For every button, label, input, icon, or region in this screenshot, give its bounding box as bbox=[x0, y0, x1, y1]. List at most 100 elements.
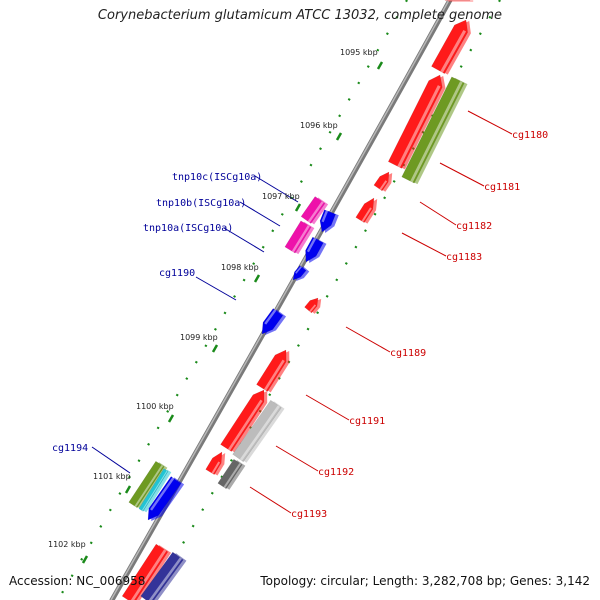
cds-tnp10c-blue-highlight bbox=[321, 210, 329, 223]
gene-label-cg1191[interactable]: cg1191 bbox=[349, 416, 385, 427]
cds-top-edge-body bbox=[444, 0, 471, 1]
major-tick bbox=[81, 555, 89, 564]
cds-cg1189-body bbox=[304, 297, 319, 314]
cds-cg1194-blue-highlight bbox=[150, 477, 175, 511]
cds-tnp10c-highlight bbox=[307, 201, 324, 223]
feature-layer bbox=[121, 0, 474, 600]
cds-top-edge[interactable] bbox=[444, 0, 474, 2]
gene-label-cg1182[interactable]: cg1182 bbox=[456, 221, 492, 232]
leader-cg1192 bbox=[275, 445, 319, 472]
cds-cg1194-blue[interactable] bbox=[147, 476, 185, 521]
cds-cg1182-highlight bbox=[379, 180, 388, 191]
gene-label-tnp10a[interactable]: tnp10a(ISCg10a) bbox=[143, 223, 233, 234]
cds-cg1194-blue-body bbox=[147, 476, 182, 521]
cds-bottom-navy-body bbox=[140, 551, 184, 600]
cds-cg1194-cyan-shadow bbox=[142, 469, 172, 513]
cds-cg1191a[interactable] bbox=[256, 349, 290, 393]
cds-top-edge-shadow bbox=[448, 0, 474, 2]
cds-cg1192-highlight bbox=[239, 405, 280, 461]
accession-text: Accession: NC_006958 bbox=[9, 574, 146, 588]
cds-cg1180-body bbox=[387, 74, 443, 169]
cds-cg1190-highlight bbox=[264, 309, 277, 325]
cds-bottom-navy[interactable] bbox=[140, 551, 187, 600]
genome-summary-text: Topology: circular; Length: 3,282,708 bp… bbox=[260, 574, 590, 588]
leader-cg1182 bbox=[419, 201, 457, 226]
scale-label: 1097 kbp bbox=[262, 192, 300, 201]
major-tick bbox=[253, 274, 261, 283]
cds-cg1191b[interactable] bbox=[220, 389, 268, 453]
cds-cg1191b-highlight bbox=[227, 399, 263, 451]
cds-cg1190-small[interactable] bbox=[292, 265, 310, 281]
cds-cg1193a[interactable] bbox=[205, 451, 226, 476]
major-tick bbox=[294, 203, 302, 212]
cds-cg1193b[interactable] bbox=[217, 458, 246, 490]
cds-tnp10b-body bbox=[284, 220, 312, 254]
cds-cg1183[interactable] bbox=[355, 197, 378, 224]
scale-label: 1101 kbp bbox=[93, 472, 131, 481]
gene-label-tnp10c[interactable]: tnp10c(ISCg10a) bbox=[172, 172, 262, 183]
cds-cg1179-highlight bbox=[440, 30, 467, 73]
cds-tnp10a[interactable] bbox=[305, 236, 327, 263]
gene-label-cg1193[interactable]: cg1193 bbox=[291, 509, 327, 520]
leader-cg1183 bbox=[401, 232, 447, 257]
leader-cg1191 bbox=[305, 394, 350, 421]
cds-tnp10a-highlight bbox=[306, 237, 317, 253]
leader-cg1194 bbox=[91, 446, 131, 474]
cds-cg1190-small-body bbox=[292, 265, 307, 281]
major-tick bbox=[124, 485, 132, 494]
major-tick bbox=[167, 414, 175, 423]
leader-cg1181 bbox=[439, 162, 485, 187]
cds-cg1191b-body bbox=[220, 389, 265, 452]
gene-label-cg1183[interactable]: cg1183 bbox=[446, 252, 482, 263]
gene-label-cg1181[interactable]: cg1181 bbox=[484, 182, 520, 193]
scale-label: 1095 kbp bbox=[340, 48, 378, 57]
cds-cg1189[interactable] bbox=[304, 297, 322, 314]
cds-cg1191a-highlight bbox=[263, 359, 285, 391]
cds-cg1190-small-highlight bbox=[295, 266, 302, 274]
cds-bottom-red-body bbox=[121, 543, 169, 600]
scale-label: 1100 kbp bbox=[136, 402, 174, 411]
major-tick bbox=[211, 344, 219, 353]
scale-label: 1099 kbp bbox=[180, 333, 218, 342]
cds-cg1189-highlight bbox=[309, 304, 317, 313]
cds-tnp10b[interactable] bbox=[284, 220, 315, 255]
cds-cg1194-cyan-body bbox=[138, 468, 169, 512]
cds-bottom-navy-highlight bbox=[148, 557, 182, 600]
gene-label-cg1190[interactable]: cg1190 bbox=[159, 268, 195, 279]
cds-cg1180-highlight bbox=[397, 85, 441, 168]
label-line-layer bbox=[91, 110, 513, 514]
cds-cg1192-body bbox=[232, 399, 282, 463]
cds-tnp10c[interactable] bbox=[300, 196, 329, 225]
cds-cg1193b-body bbox=[217, 458, 243, 490]
cds-cg1181-body bbox=[401, 76, 465, 184]
cds-cg1179-body bbox=[431, 19, 468, 75]
scale-label: 1102 kbp bbox=[48, 540, 86, 549]
leader-tnp10a bbox=[223, 227, 265, 253]
gene-label-cg1192[interactable]: cg1192 bbox=[318, 467, 354, 478]
gene-label-cg1189[interactable]: cg1189 bbox=[390, 348, 426, 359]
cds-cg1191a-body bbox=[256, 349, 287, 392]
cds-cg1190-body bbox=[261, 308, 284, 335]
cds-cg1183-highlight bbox=[361, 207, 372, 223]
gene-label-cg1180[interactable]: cg1180 bbox=[512, 130, 548, 141]
cds-cg1180[interactable] bbox=[387, 74, 446, 170]
cds-tnp10c-blue[interactable] bbox=[319, 209, 339, 233]
gene-label-tnp10b[interactable]: tnp10b(ISCg10a) bbox=[156, 198, 246, 209]
cds-cg1194-olive[interactable] bbox=[128, 460, 168, 509]
cds-cg1181[interactable] bbox=[401, 76, 468, 185]
cds-cg1181-highlight bbox=[410, 81, 463, 183]
cds-tnp10a-body bbox=[305, 236, 324, 263]
cds-cg1190[interactable] bbox=[261, 308, 287, 335]
major-tick bbox=[376, 61, 384, 70]
gene-label-cg1194[interactable]: cg1194 bbox=[52, 443, 88, 454]
leader-tnp10c bbox=[254, 175, 299, 203]
cds-bottom-red[interactable] bbox=[121, 543, 172, 600]
cds-cg1192[interactable] bbox=[232, 399, 285, 463]
cds-cg1182[interactable] bbox=[373, 171, 393, 192]
leader-cg1189 bbox=[345, 326, 391, 353]
cds-tnp10c-body bbox=[300, 196, 326, 224]
cds-cg1194-cyan[interactable] bbox=[138, 468, 172, 513]
cds-cg1179[interactable] bbox=[431, 19, 471, 75]
